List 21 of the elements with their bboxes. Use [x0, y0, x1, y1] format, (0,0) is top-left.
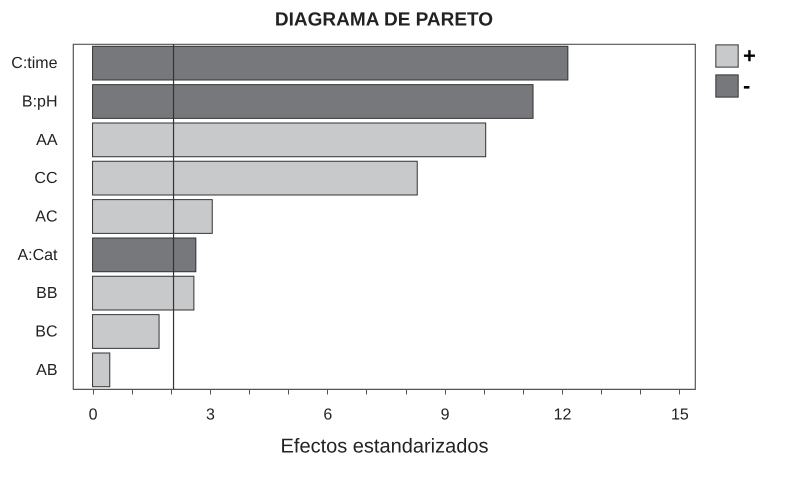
y-tick-label: BB	[36, 285, 58, 302]
y-tick-label: AA	[36, 132, 58, 149]
y-tick-label: AC	[35, 208, 58, 226]
y-tick-label: AB	[36, 362, 58, 379]
x-tick-label: 15	[670, 406, 689, 424]
bar	[92, 314, 160, 349]
y-tick-label: B:pH	[22, 94, 58, 110]
legend-label: -	[743, 73, 750, 98]
x-tick-label: 3	[206, 406, 215, 424]
bar	[92, 352, 110, 388]
x-tick-label: 6	[323, 406, 332, 424]
x-tick-label: 0	[88, 406, 98, 424]
legend-label: +	[743, 43, 756, 68]
x-axis-title: Efectos estandarizados	[280, 436, 488, 458]
y-tick-label: A:Cat	[17, 246, 58, 264]
y-tick-label: BC	[35, 324, 58, 340]
y-tick-label: CC	[34, 170, 58, 188]
chart-title: DIAGRAMA DE PARETO	[274, 9, 494, 30]
x-tick-label: 12	[554, 406, 572, 424]
y-tick-label: C:time	[11, 55, 58, 72]
x-tick-label: 9	[440, 406, 450, 424]
